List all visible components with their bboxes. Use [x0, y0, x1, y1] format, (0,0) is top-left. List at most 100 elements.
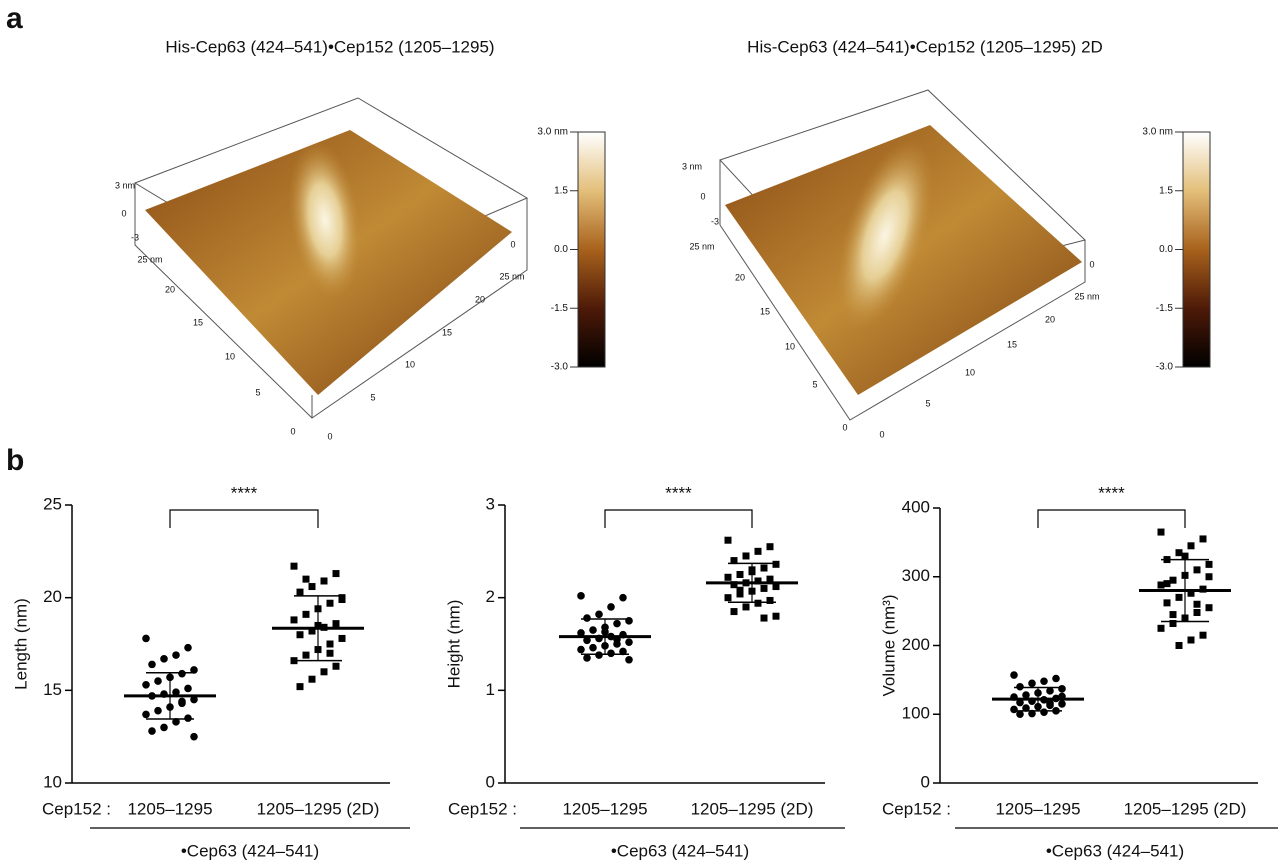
data-point: [290, 616, 298, 624]
y-tick-label: 20: [43, 587, 62, 606]
data-point: [302, 610, 310, 618]
data-point: [736, 586, 744, 594]
data-point: [296, 683, 304, 691]
x-prefix: Cep152 :: [448, 799, 517, 818]
data-point: [148, 660, 156, 669]
data-point: [1175, 549, 1183, 557]
data-point: [577, 645, 585, 654]
data-point: [172, 688, 180, 696]
group-label: •Cep63 (424–541): [1046, 841, 1184, 860]
significance-label: ****: [231, 483, 258, 502]
y-tick-label: 2: [486, 587, 495, 606]
data-point: [320, 577, 328, 585]
data-point: [1163, 580, 1171, 588]
x-tick-label: 0: [290, 426, 295, 436]
data-point: [308, 675, 316, 683]
data-point: [1157, 528, 1165, 536]
colorbar: [1182, 131, 1211, 368]
data-point: [338, 634, 346, 642]
data-point: [1193, 609, 1201, 616]
colorbar-tick-label: -1.5: [1156, 303, 1174, 314]
data-point: [296, 631, 304, 639]
x-tick-label: 1205–1295 (2D): [257, 799, 380, 818]
data-point: [1028, 679, 1036, 688]
z-tick-label: 3 nm: [115, 180, 135, 190]
data-point: [1205, 560, 1213, 568]
data-point: [338, 596, 346, 604]
data-point: [595, 610, 603, 619]
y-tick-label: 15: [43, 680, 62, 699]
z-tick-label: 3 nm: [682, 161, 702, 171]
data-point: [172, 651, 180, 659]
colorbar-tick-label: 0.0: [554, 244, 568, 255]
data-point: [1175, 642, 1183, 649]
data-point: [754, 577, 762, 585]
data-point: [730, 608, 738, 616]
significance-label: ****: [665, 483, 692, 502]
data-point: [619, 647, 627, 656]
colorbar-tick-label: -3.0: [1156, 362, 1174, 373]
y-tick-label: 200: [902, 635, 930, 654]
data-point: [1016, 698, 1024, 707]
data-point: [772, 612, 780, 620]
data-point: [190, 732, 198, 741]
x-tick-label: 15: [760, 306, 770, 316]
data-point: [1169, 620, 1177, 627]
afm-image: [719, 89, 1086, 421]
data-point: [184, 714, 192, 722]
x-tick-label: 20: [735, 272, 745, 282]
z-tick-label: 0: [510, 239, 515, 249]
data-point: [1046, 687, 1054, 695]
y-axis-label: Height (nm): [444, 600, 463, 689]
significance-label: ****: [1098, 483, 1125, 502]
data-point: [326, 649, 334, 657]
data-point: [607, 603, 615, 611]
data-point: [1157, 624, 1165, 632]
colorbar-tick-label: 3.0 nm: [537, 127, 568, 138]
colorbar-tick-label: 0.0: [1159, 244, 1173, 255]
x-tick-label: 1205–1295: [562, 799, 647, 818]
data-point: [730, 557, 738, 565]
data-point: [724, 573, 732, 581]
data-point: [320, 668, 328, 676]
significance-bracket: [604, 509, 753, 528]
data-point: [142, 710, 150, 719]
data-point: [178, 669, 186, 678]
data-point: [308, 627, 316, 635]
z-tick-label: 0: [121, 208, 126, 218]
data-point: [148, 727, 156, 735]
data-point: [1016, 710, 1024, 719]
colorbar-tick-label: 3.0 nm: [1142, 127, 1173, 138]
data-point: [1187, 589, 1195, 597]
data-point: [1157, 581, 1165, 589]
data-point: [184, 684, 192, 693]
data-point: [589, 626, 597, 634]
colorbar: [577, 131, 606, 368]
data-point: [302, 575, 310, 583]
data-point: [1040, 677, 1048, 686]
afm-title: His-Cep63 (424–541)•Cep152 (1205–1295) 2…: [747, 37, 1103, 56]
data-point: [1193, 600, 1201, 608]
data-point: [607, 649, 615, 658]
y-tick-label: 25 nm: [499, 271, 524, 281]
y-tick-label: 0: [327, 431, 332, 441]
y-tick-label: 1: [486, 680, 495, 699]
data-point: [296, 588, 304, 596]
y-tick-label: 20: [1045, 314, 1055, 324]
data-point: [1022, 704, 1030, 712]
data-point: [625, 655, 633, 664]
data-point: [1010, 671, 1018, 679]
x-tick-label: 1205–1295 (2D): [1124, 799, 1247, 818]
data-point: [1022, 691, 1030, 699]
data-point: [1187, 636, 1195, 644]
x-tick-label: 1205–1295: [995, 799, 1080, 818]
data-point: [1169, 611, 1177, 619]
x-prefix: Cep152 :: [42, 799, 111, 818]
data-point: [326, 599, 334, 607]
data-point: [302, 651, 310, 659]
y-tick-label: 400: [902, 497, 930, 516]
data-point: [766, 543, 774, 551]
y-tick-label: 25 nm: [1074, 291, 1099, 301]
data-point: [724, 594, 732, 602]
data-point: [1199, 535, 1207, 543]
